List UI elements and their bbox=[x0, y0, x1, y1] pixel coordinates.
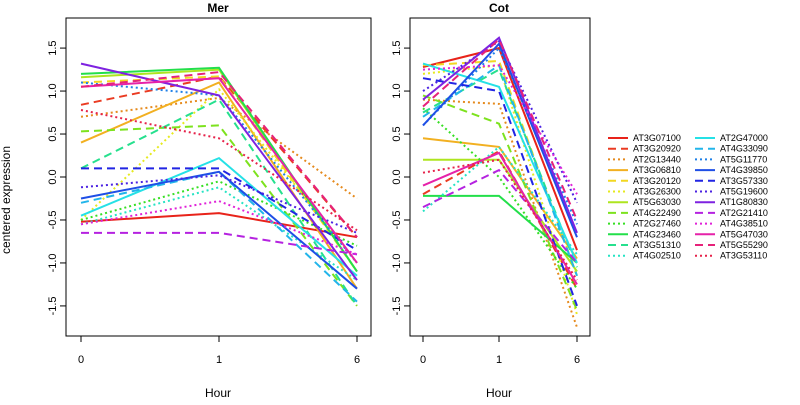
series-line-at5g55290 bbox=[422, 37, 578, 221]
y-tick-label: -1.5 bbox=[47, 296, 59, 315]
series-line-at5g19600 bbox=[80, 174, 358, 234]
y-axis-label: centered expression bbox=[0, 146, 13, 254]
y-ticks-cot: -1.5 -1.0 -0.5 0.0 0.5 1.0 1.5 bbox=[391, 40, 410, 315]
series-line-at4g22490 bbox=[422, 94, 578, 311]
series-line-at4g38510 bbox=[422, 64, 578, 195]
series-line-at5g19600 bbox=[422, 39, 578, 204]
x-tick-label: 6 bbox=[574, 354, 580, 366]
y-tick-label: -1.0 bbox=[47, 253, 59, 272]
x-tick-label: 1 bbox=[496, 354, 502, 366]
y-tick-label: 0.0 bbox=[391, 169, 403, 184]
legend-label: AT3G26300 bbox=[633, 187, 681, 197]
legend-label: AT2G13440 bbox=[633, 154, 681, 164]
panel-title-cot: Cot bbox=[489, 1, 509, 15]
series-line-at5g47030 bbox=[80, 77, 358, 264]
series-line-at4g39850 bbox=[80, 170, 358, 290]
panel-title-mer: Mer bbox=[207, 1, 229, 15]
series-line-at3g07100 bbox=[80, 212, 358, 239]
legend-label: AT3G20120 bbox=[633, 176, 681, 186]
x-tick-label: 0 bbox=[420, 354, 426, 366]
legend-label: AT3G57330 bbox=[720, 176, 768, 186]
series-line-at3g20920 bbox=[80, 75, 358, 238]
y-tick-label: 1.0 bbox=[47, 83, 59, 98]
series-line-at4g38510 bbox=[80, 200, 358, 256]
series-line-at3g57330 bbox=[81, 167, 358, 251]
x-axis-label-mer: Hour bbox=[205, 386, 231, 400]
series-line-at3g07100 bbox=[422, 46, 578, 251]
legend-label: AT5G55290 bbox=[720, 240, 768, 250]
series-line-at5g55290 bbox=[80, 71, 358, 238]
legend-label: AT5G63030 bbox=[633, 197, 681, 207]
y-tick-label: 0.5 bbox=[47, 126, 59, 141]
legend-label: AT2G47000 bbox=[720, 133, 768, 143]
legend-label: AT4G38510 bbox=[720, 219, 768, 229]
legend-label: AT3G20920 bbox=[633, 144, 681, 154]
series-group-cot bbox=[422, 36, 578, 328]
y-ticks-mer: -1.5 -1.0 -0.5 0.0 0.5 1.0 1.5 bbox=[47, 40, 66, 315]
x-tick-label: 1 bbox=[216, 354, 222, 366]
legend-label: AT5G47030 bbox=[720, 229, 768, 239]
y-tick-label: 0.0 bbox=[47, 169, 59, 184]
y-tick-label: 1.5 bbox=[391, 40, 403, 55]
legend-label: AT4G02510 bbox=[633, 251, 681, 261]
series-line-at2g47000 bbox=[80, 156, 358, 277]
series-line-at3g26300 bbox=[80, 87, 358, 264]
series-line-at3g06810 bbox=[80, 81, 358, 290]
series-line-at1g80830 bbox=[80, 62, 358, 281]
series-group-mer bbox=[80, 62, 358, 307]
legend-label: AT3G06810 bbox=[633, 165, 681, 175]
y-tick-label: -0.5 bbox=[391, 210, 403, 229]
legend-label: AT4G33090 bbox=[720, 144, 768, 154]
series-line-at3g20920 bbox=[422, 149, 578, 290]
panel-mer: Mer -1.5 -1.0 -0.5 0.0 0.5 1.0 1.5 0 1 6 Hour bbox=[47, 1, 372, 400]
series-line-at5g63030 bbox=[423, 158, 578, 273]
series-line-at4g22490 bbox=[80, 124, 358, 307]
legend-label: AT3G51310 bbox=[633, 240, 681, 250]
y-tick-label: 1.5 bbox=[47, 40, 59, 55]
x-axis-label-cot: Hour bbox=[486, 386, 512, 400]
legend-label: AT3G53110 bbox=[720, 251, 767, 261]
x-tick-label: 0 bbox=[78, 354, 84, 366]
legend-label: AT2G27460 bbox=[633, 219, 681, 229]
legend-label: AT2G21410 bbox=[720, 208, 768, 218]
series-line-at4g39850 bbox=[422, 41, 578, 238]
y-tick-label: -1.0 bbox=[391, 253, 403, 272]
y-tick-label: 0.5 bbox=[391, 126, 403, 141]
series-line-at1g80830 bbox=[422, 36, 578, 234]
legend-label: AT4G22490 bbox=[633, 208, 681, 218]
legend-label: AT5G11770 bbox=[720, 154, 767, 164]
y-tick-label: -1.5 bbox=[391, 296, 403, 315]
series-line-at3g53110 bbox=[422, 158, 578, 281]
x-ticks-mer: 0 1 6 bbox=[78, 335, 360, 366]
series-line-at4g23460 bbox=[80, 66, 358, 273]
legend: AT3G07100AT3G20920AT2G13440AT3G06810AT3G… bbox=[608, 133, 768, 261]
panel-cot: Cot -1.5 -1.0 -0.5 0.0 0.5 1.0 1.5 0 1 6 Hour bbox=[391, 1, 591, 400]
legend-label: AT5G19600 bbox=[720, 187, 768, 197]
series-line-at2g27460 bbox=[422, 107, 578, 290]
y-tick-label: -0.5 bbox=[47, 210, 59, 229]
series-line-at5g11770 bbox=[80, 81, 358, 264]
series-line-at2g13440 bbox=[80, 96, 358, 200]
series-line-at3g06810 bbox=[422, 137, 578, 260]
x-tick-label: 6 bbox=[354, 354, 360, 366]
series-line-at4g33090 bbox=[80, 170, 358, 303]
legend-label: AT3G07100 bbox=[633, 133, 681, 143]
y-tick-label: 1.0 bbox=[391, 83, 403, 98]
legend-label: AT4G23460 bbox=[633, 229, 681, 239]
series-line-at2g21410 bbox=[81, 231, 358, 256]
plot-frame-mer bbox=[65, 17, 372, 337]
series-line-at2g21410 bbox=[422, 168, 578, 264]
x-ticks-cot: 0 1 6 bbox=[420, 335, 580, 366]
legend-label: AT1G80830 bbox=[720, 197, 768, 207]
series-line-at5g47030 bbox=[422, 151, 578, 285]
legend-label: AT4G39850 bbox=[720, 165, 768, 175]
series-line-at3g53110 bbox=[80, 109, 358, 232]
series-line-at3g20120 bbox=[80, 75, 358, 273]
